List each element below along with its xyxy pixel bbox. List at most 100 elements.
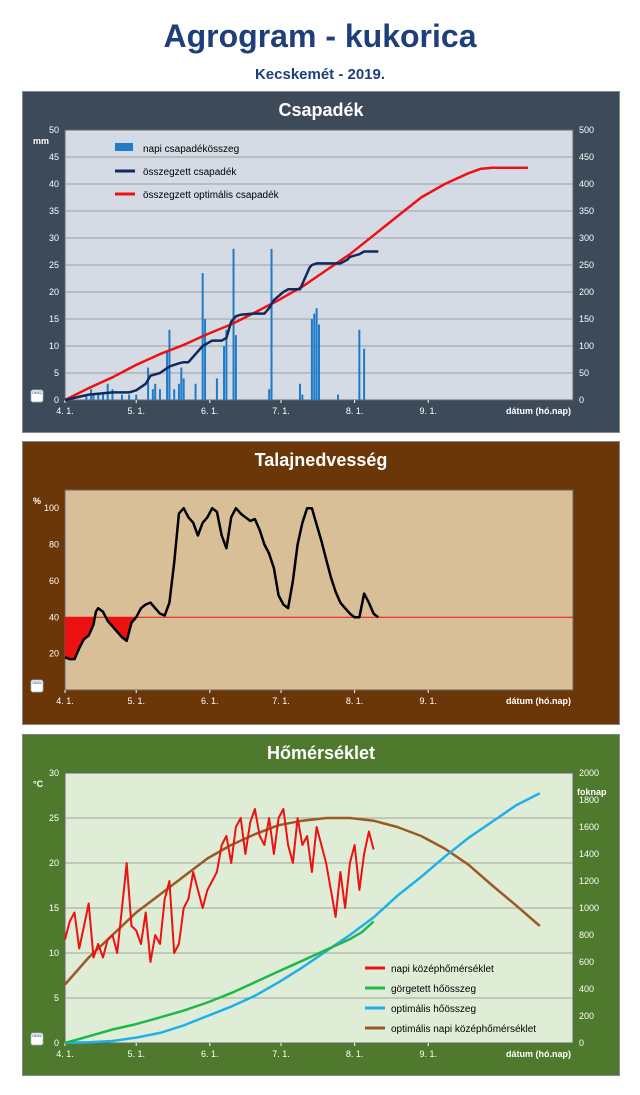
x-tick-label: 7. 1.: [272, 1049, 290, 1059]
y2-tick-label: 250: [579, 260, 594, 270]
optimal-daily-mean-temp-line: [64, 816, 541, 986]
y2-tick-label: 0: [579, 395, 584, 405]
omsz-logo: [30, 389, 44, 403]
precip-bar: [268, 389, 271, 400]
y2-tick-label: 1000: [579, 903, 599, 913]
y-tick-label: 100: [44, 503, 59, 513]
omsz-logo: [30, 679, 44, 693]
x-tick-label: 7. 1.: [272, 406, 290, 416]
soil-moisture-title: Talajnedvesség: [254, 450, 388, 470]
y2-tick-label: 150: [579, 314, 594, 324]
legend-label: optimális hőösszeg: [391, 1004, 476, 1015]
y-axis-label: °C: [33, 779, 44, 789]
optimal-cumulative-precip-line: [64, 166, 528, 402]
x-tick-label: 6. 1.: [201, 1049, 219, 1059]
y2-tick-label: 200: [579, 1011, 594, 1021]
precip-bar: [299, 383, 302, 400]
precip-bar: [182, 378, 185, 400]
y2-tick-label: 100: [579, 341, 594, 351]
daily-mean-temp-line: [64, 808, 375, 963]
y-tick-label: 10: [49, 948, 59, 958]
y2-tick-label: 400: [579, 179, 594, 189]
precipitation-chart: 0510152025303540455005010015020025030035…: [30, 125, 594, 416]
y-tick-label: 45: [49, 152, 59, 162]
precip-bar: [310, 319, 313, 400]
precip-bar: [128, 394, 131, 400]
precip-bar: [223, 346, 226, 400]
precip-bar: [270, 248, 273, 400]
optimal-heat-sum-line: [64, 792, 541, 1045]
y-tick-label: 30: [49, 768, 59, 778]
y2-tick-label: 2000: [579, 768, 599, 778]
x-tick-label: 8. 1.: [346, 696, 364, 706]
x-tick-label: 9. 1.: [419, 406, 437, 416]
precip-bar: [168, 329, 171, 400]
precip-bar: [120, 394, 123, 400]
precip-bar: [158, 389, 161, 400]
deficit-area: [65, 617, 137, 660]
precip-bar: [204, 319, 207, 400]
y-tick-label: 25: [49, 813, 59, 823]
x-tick-label: 8. 1.: [346, 1049, 364, 1059]
x-tick-label: 5. 1.: [127, 1049, 145, 1059]
y2-tick-label: 350: [579, 206, 594, 216]
omsz-logo-text: OMSZ: [32, 391, 43, 395]
y2-tick-label: 400: [579, 984, 594, 994]
precip-bar: [151, 389, 154, 400]
y2-tick-label: 1200: [579, 876, 599, 886]
y-tick-label: 50: [49, 125, 59, 135]
soil-moisture-chart: 20 40 60 80 100 4. 1. 5. 1. 6. 1. 7. 1. 8. 1. 9. 1…: [30, 489, 574, 706]
y2-tick-label: 0: [579, 1038, 584, 1048]
precip-bar: [85, 394, 88, 400]
precip-bar: [363, 348, 366, 400]
y-tick-label: 35: [49, 206, 59, 216]
x-axis-label: dátum (hó.nap): [506, 696, 571, 706]
x-tick-label: 5. 1.: [127, 696, 145, 706]
x-tick-label: 6. 1.: [201, 406, 219, 416]
y-tick-label: 20: [49, 287, 59, 297]
y-tick-label: 15: [49, 314, 59, 324]
precip-bar: [177, 383, 180, 400]
precip-bar: [194, 383, 197, 400]
x-axis-label: dátum (hó.nap): [506, 406, 571, 416]
temperature-title: Hőmérséklet: [266, 743, 376, 763]
y-tick-label: 5: [54, 993, 59, 1003]
plot-area: [64, 489, 574, 691]
y2-tick-label: 1400: [579, 849, 599, 859]
y2-tick-label: 600: [579, 957, 594, 967]
y-tick-label: 0: [54, 395, 59, 405]
omsz-logo-text: OMSZ: [32, 681, 43, 685]
y-tick-label: 15: [49, 903, 59, 913]
y-tick-label: 30: [49, 233, 59, 243]
x-axis-label: dátum (hó.nap): [506, 1049, 571, 1059]
y-tick-label: 80: [49, 540, 59, 550]
omsz-logo: [30, 1032, 44, 1046]
y-tick-label: 0: [54, 1038, 59, 1048]
x-tick-label: 9. 1.: [419, 1049, 437, 1059]
legend-swatch-bar: [115, 143, 133, 151]
precip-bar: [358, 329, 361, 400]
y-tick-label: 20: [49, 649, 59, 659]
y2-tick-label: 200: [579, 287, 594, 297]
precip-bar: [111, 389, 114, 400]
temperature-panel: Hőmérséklet 0 5 10 15 20 25 30 0 200 400 600 800 100…: [22, 734, 620, 1076]
precip-bar: [225, 329, 228, 400]
y-tick-label: 20: [49, 858, 59, 868]
x-tick-label: 6. 1.: [201, 696, 219, 706]
precip-bar: [234, 335, 237, 400]
page-subtitle: Kecskemét - 2019.: [254, 66, 386, 83]
precip-bar: [315, 308, 318, 400]
precip-bar: [92, 394, 95, 400]
legend-label: összegzett optimális csapadék: [143, 190, 280, 201]
y2-axis-label: foknap: [577, 787, 607, 797]
legend-label: napi középhőmérséklet: [391, 964, 494, 975]
y2-tick-label: 1600: [579, 822, 599, 832]
legend-label: napi csapadékösszeg: [143, 144, 239, 155]
precip-bar: [173, 389, 176, 400]
precip-bar: [180, 367, 183, 400]
y-tick-label: 25: [49, 260, 59, 270]
legend-label: optimális napi középhőmérséklet: [391, 1024, 536, 1035]
y-tick-label: 40: [49, 612, 59, 622]
precip-bar: [101, 394, 104, 400]
precip-bar: [301, 394, 304, 400]
